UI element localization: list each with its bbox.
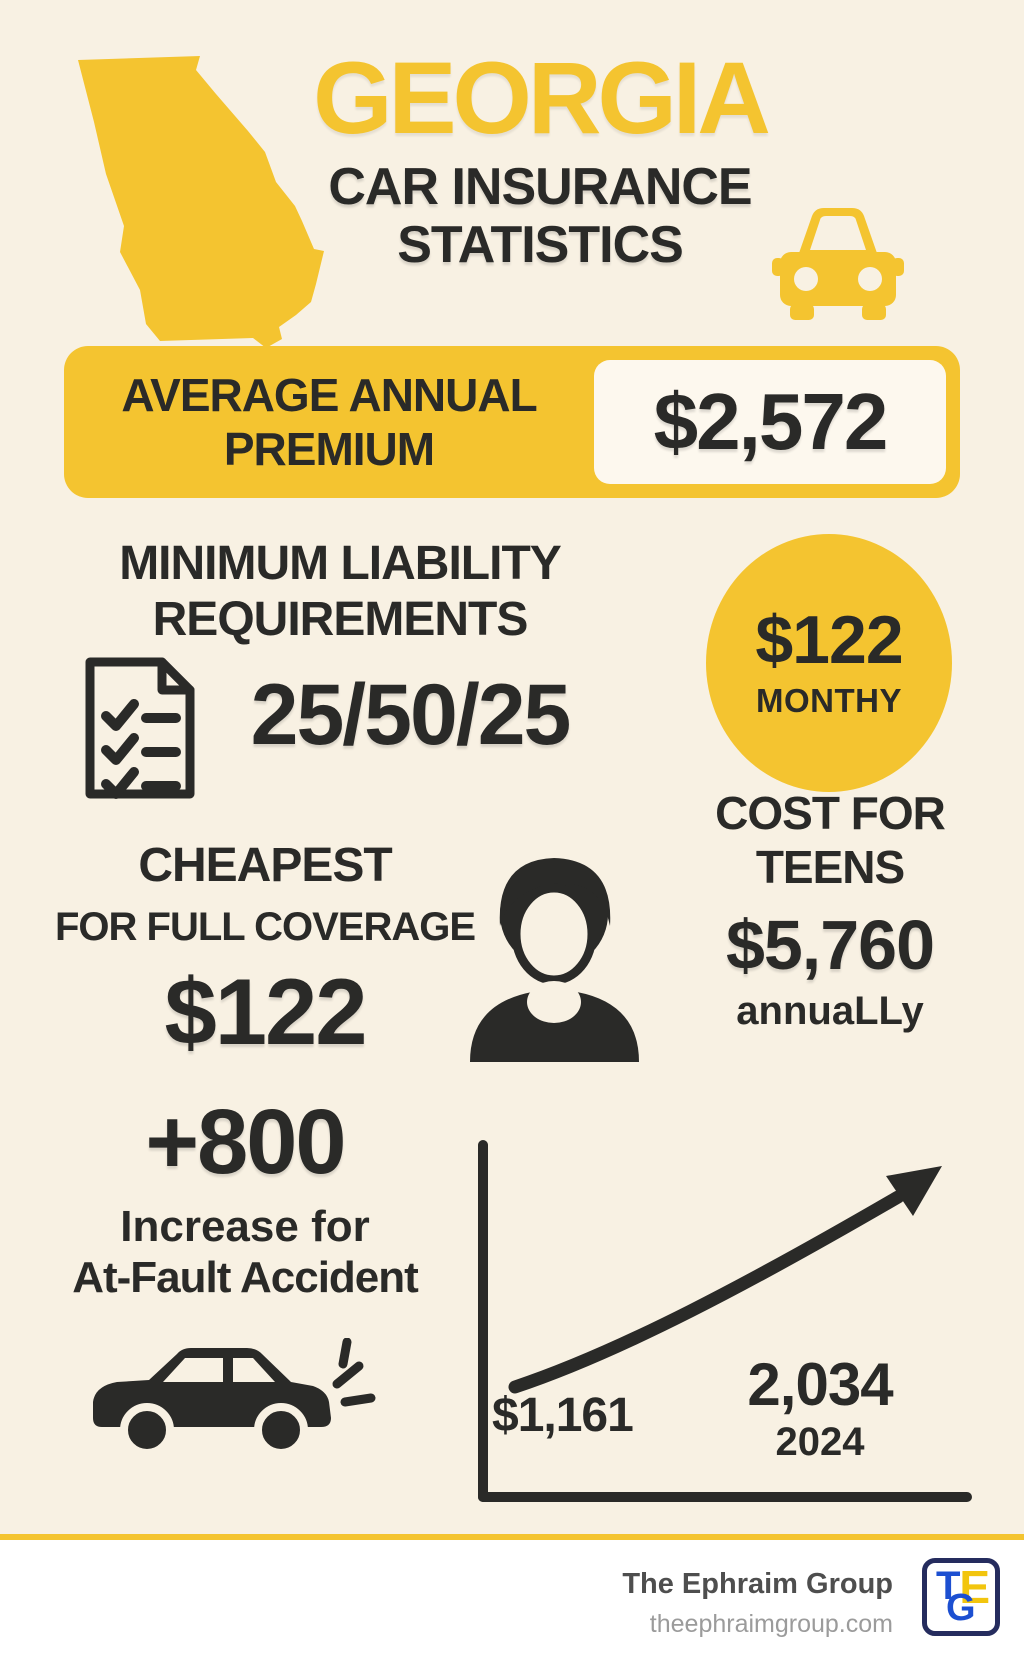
accident-label-line2: At-Fault Accident	[72, 1252, 419, 1302]
footer: The Ephraim Group theephraimgroup.com T …	[0, 1540, 1024, 1666]
teens-heading-line2: TEENS	[755, 841, 905, 894]
liability-heading: MINIMUM LIABILITY REQUIREMENTS	[60, 536, 620, 647]
liability-heading-line2: REQUIREMENTS	[152, 592, 529, 646]
driver-person-icon	[470, 858, 639, 1062]
average-premium-banner: AVERAGE ANNUAL PREMIUM $2,572	[64, 346, 960, 498]
page-subtitle-line2: STATISTICS	[397, 216, 684, 275]
cheapest-value: $122	[164, 959, 367, 1064]
average-premium-label-line2: PREMIUM	[223, 423, 435, 475]
accident-value: +800	[145, 1091, 346, 1193]
teens-heading-line1: COST FOR	[715, 787, 946, 839]
logo-letter-e: E	[959, 1561, 990, 1613]
checklist-icon	[85, 657, 195, 799]
arrow-up-icon	[886, 1166, 942, 1216]
footer-website: theephraimgroup.com	[649, 1610, 893, 1638]
teens-value: $5,760	[725, 905, 935, 984]
liability-value: 25/50/25	[250, 666, 572, 763]
cheapest-subheading: FOR FULL COVERAGE	[54, 905, 476, 949]
footer-company-name: The Ephraim Group	[622, 1568, 893, 1600]
georgia-state-icon	[78, 56, 324, 348]
average-premium-label-line1: AVERAGE ANNUAL	[121, 368, 537, 421]
teens-section: COST FOR TEENS $5,760 annuaLLy	[650, 786, 1010, 1034]
average-premium-value-card: $2,572	[594, 360, 946, 484]
logo-letter-t: T	[936, 1564, 961, 1608]
trend-chart	[478, 1140, 972, 1502]
average-premium-value: $2,572	[653, 377, 889, 466]
footer-divider	[0, 1534, 1024, 1540]
cheapest-section: CHEAPEST FOR FULL COVERAGE $122	[25, 838, 505, 1066]
ephraim-group-logo: T E G	[922, 1558, 1000, 1636]
liability-heading-line1: MINIMUM LIABILITY	[119, 537, 562, 590]
page-title: GEORGIA	[313, 41, 771, 155]
cheapest-heading: CHEAPEST	[138, 839, 392, 892]
monthly-cost-badge: $122 MONTHY	[706, 534, 952, 792]
footer-text: The Ephraim Group theephraimgroup.com	[622, 1568, 893, 1639]
logo-letter-g: G	[946, 1587, 976, 1629]
page-subtitle-line1: CAR INSURANCE	[328, 158, 752, 217]
teens-unit: annuaLLy	[736, 988, 924, 1033]
car-crash-icon	[93, 1338, 376, 1457]
car-front-icon	[772, 208, 904, 320]
accident-label-line1: Increase for	[120, 1202, 370, 1251]
trend-start-label: $1,161	[492, 1389, 634, 1442]
trend-end-year: 2024	[775, 1420, 865, 1464]
trend-end-value: 2,034	[747, 1351, 893, 1418]
monthly-cost-value: $122	[755, 602, 903, 678]
average-premium-label: AVERAGE ANNUAL PREMIUM	[64, 346, 594, 498]
monthly-cost-label: MONTHY	[756, 682, 902, 719]
accident-section: +800 Increase for At-Fault Accident	[45, 1096, 445, 1303]
header: GEORGIA CAR INSURANCE STATISTICS	[300, 46, 780, 275]
